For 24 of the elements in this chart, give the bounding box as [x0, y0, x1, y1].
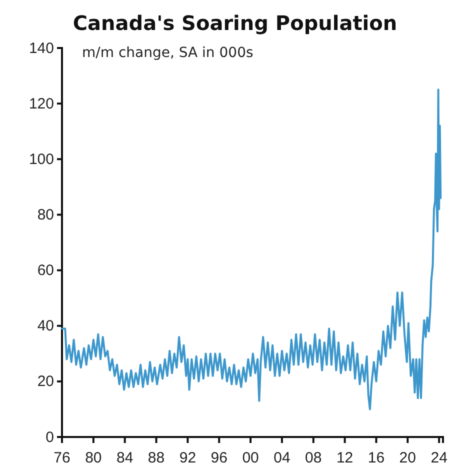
y-tick-label: 40 [37, 318, 54, 335]
x-tick-label: 84 [116, 450, 134, 466]
y-tick-label: 20 [37, 373, 54, 390]
y-tick-label: 60 [37, 262, 54, 280]
y-tick-label: 120 [28, 95, 54, 112]
y-tick-label: 80 [37, 206, 54, 224]
x-tick-label: 80 [85, 450, 102, 466]
x-tick-label: 12 [336, 450, 354, 466]
x-tick-label: 04 [274, 450, 290, 466]
x-tick-label: 88 [148, 450, 165, 466]
x-tick-label: 96 [210, 450, 228, 466]
chart-title: Canada's Soaring Population [72, 11, 398, 35]
x-tick-label: 20 [399, 450, 416, 466]
y-tick-label: 0 [46, 428, 54, 446]
chart-subtitle: m/m change, SA in 000s [82, 45, 254, 61]
line-series [61, 88, 442, 410]
y-tick-label: 140 [28, 40, 54, 57]
x-tick-label: 76 [54, 450, 70, 466]
x-tick-label: 16 [368, 450, 385, 466]
x-tick-label: 24 [430, 450, 448, 466]
y-tick-label: 100 [28, 150, 54, 168]
x-tick-label: 92 [179, 450, 196, 466]
x-tick-label: 08 [305, 450, 322, 466]
x-tick-label: 00 [242, 450, 259, 466]
